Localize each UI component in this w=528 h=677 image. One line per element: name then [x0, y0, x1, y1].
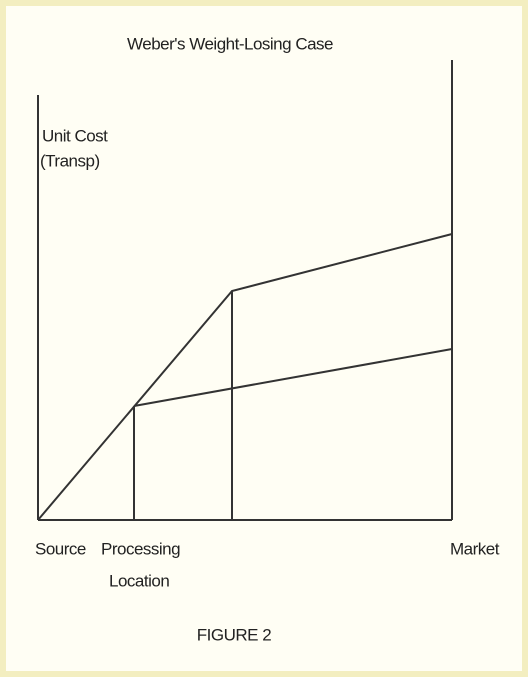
x-label: Location: [109, 571, 169, 590]
title: Weber's Weight-Losing Case: [127, 34, 333, 53]
y-axis-label: Unit Cost: [42, 126, 108, 145]
cost-line-lower: [133, 348, 453, 407]
cost-lines: [37, 233, 453, 521]
x-label: Market: [450, 539, 500, 558]
x-label: Processing: [101, 539, 180, 558]
caption: FIGURE 2: [197, 625, 271, 644]
y-axis-label: (Transp): [40, 151, 100, 170]
x-label: Source: [35, 539, 86, 558]
axes: [37, 60, 453, 521]
